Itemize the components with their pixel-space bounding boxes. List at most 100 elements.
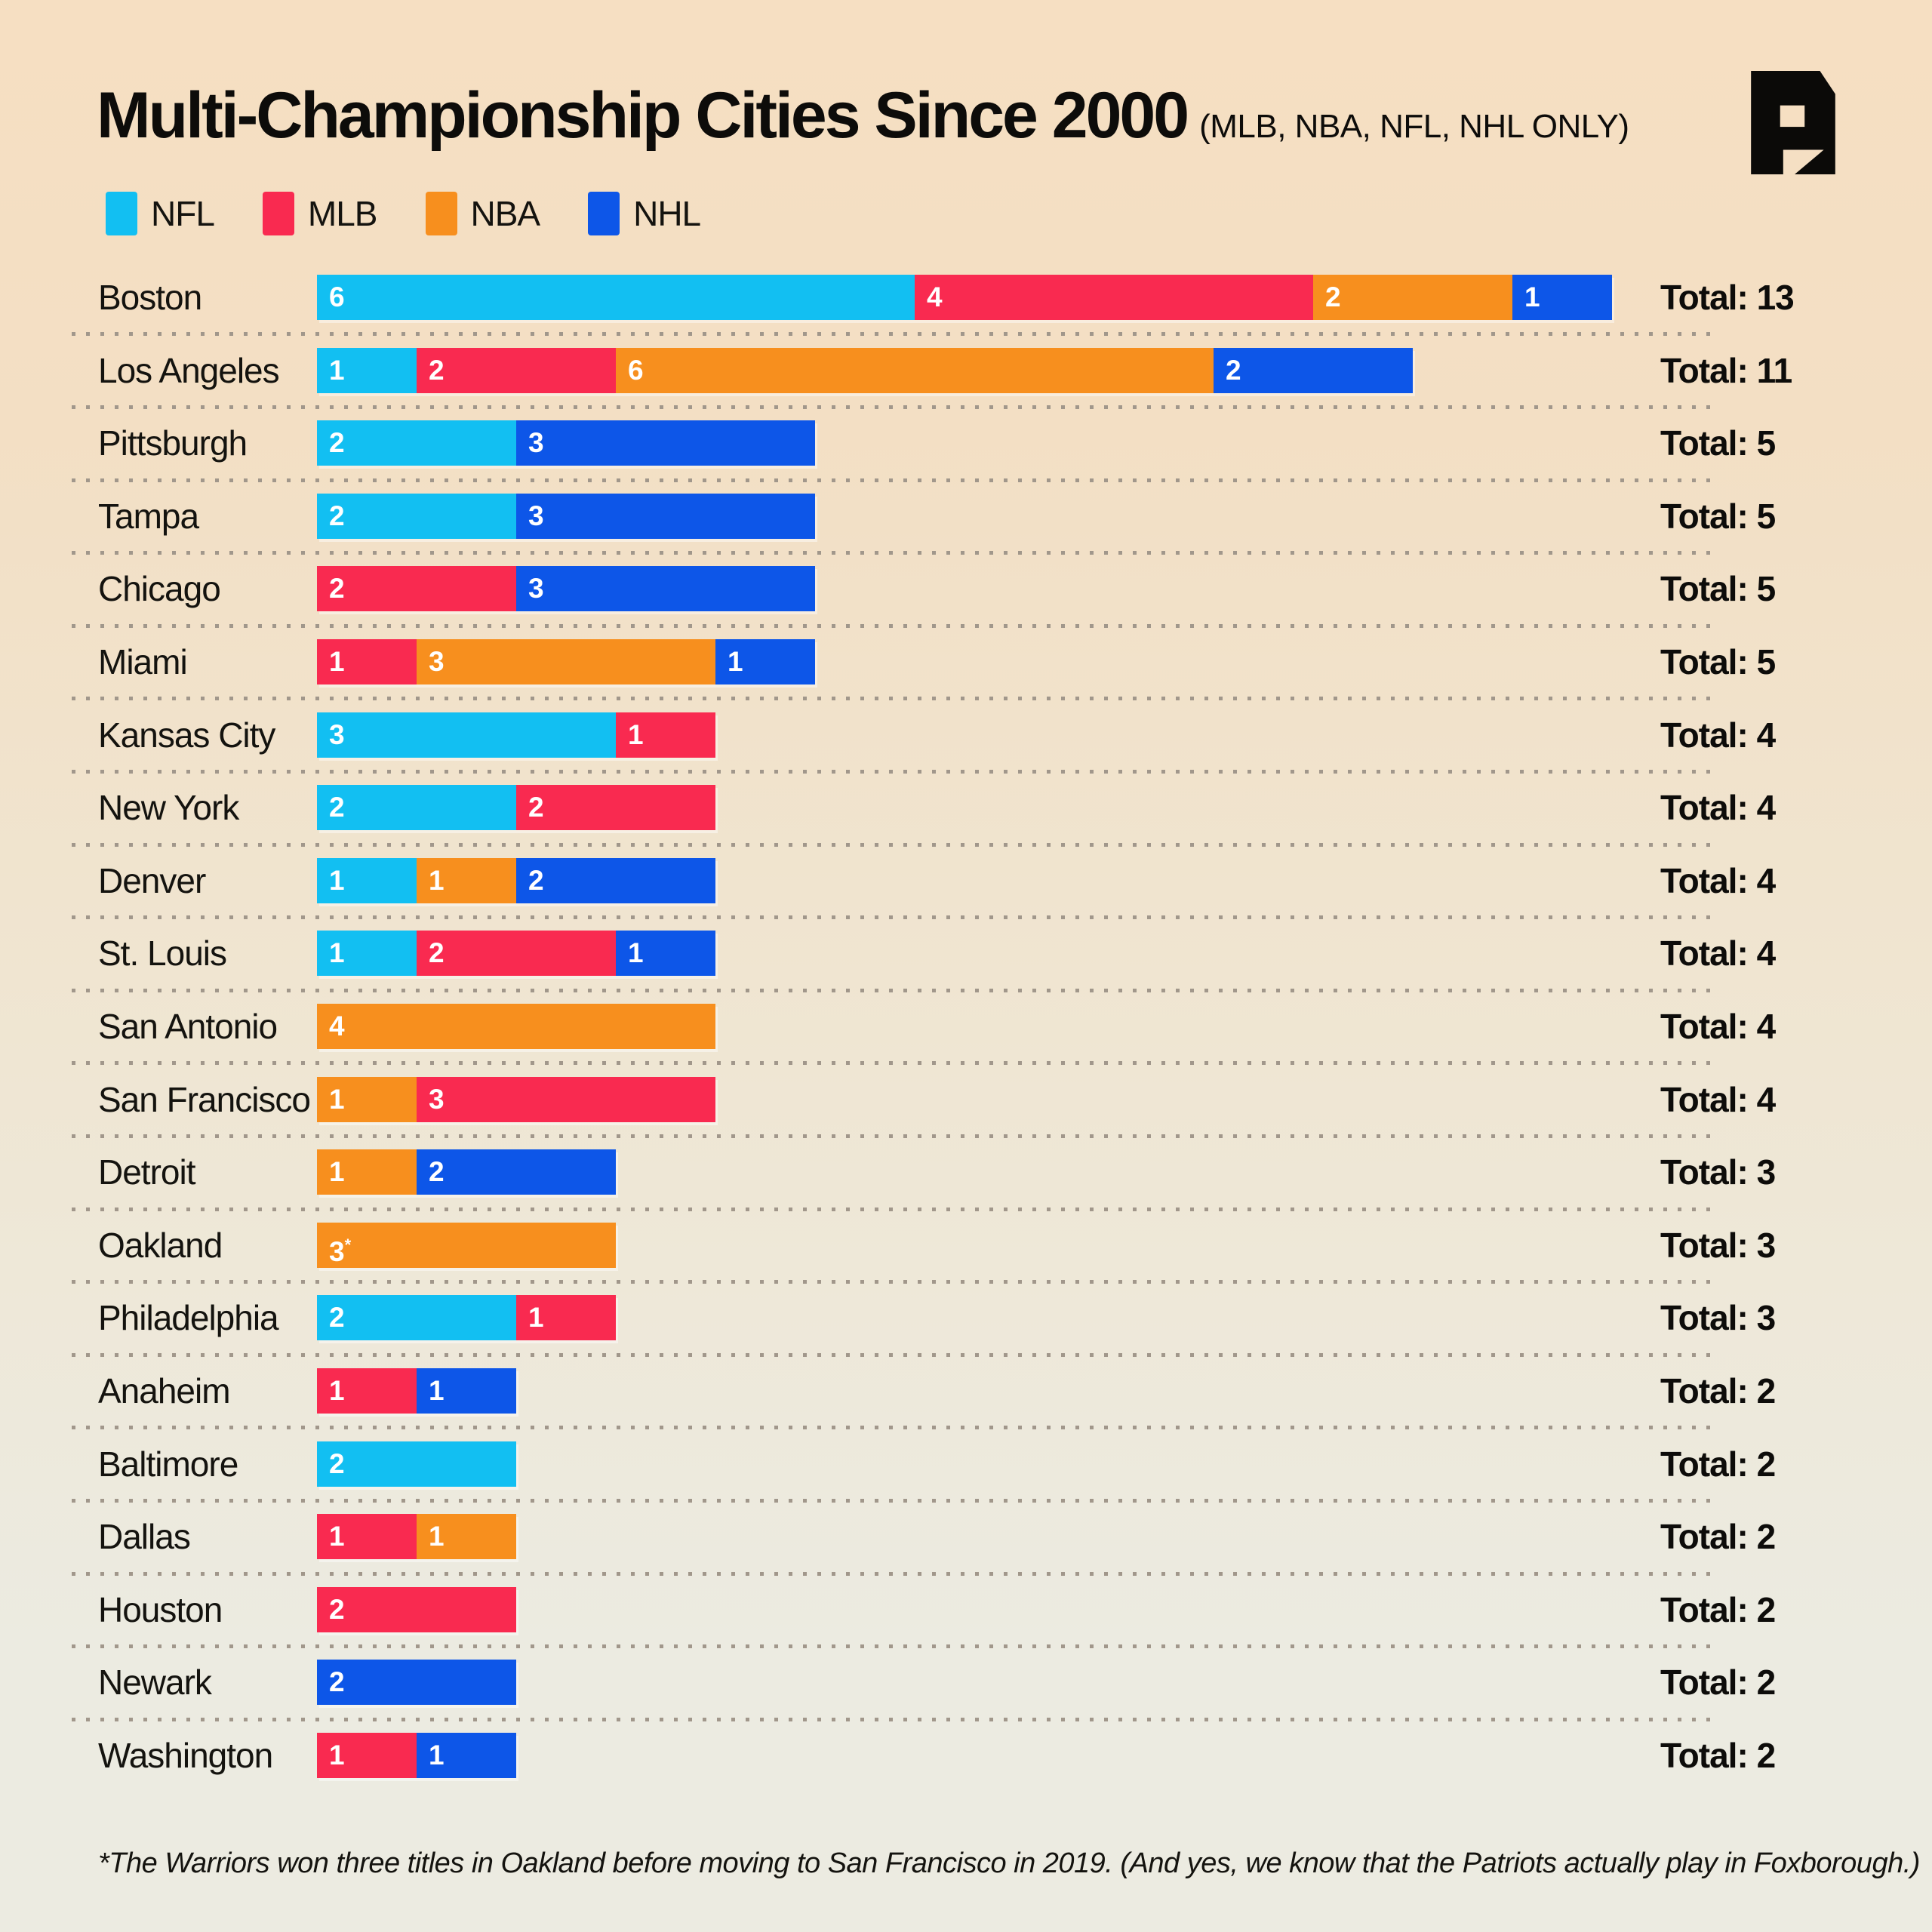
row-separator bbox=[72, 697, 1715, 701]
bar-segment-nba: 1 bbox=[317, 1149, 417, 1195]
bar-segment-mlb: 1 bbox=[317, 1733, 417, 1778]
segment-value: 2 bbox=[329, 573, 345, 605]
city-label: Philadelphia bbox=[98, 1298, 279, 1338]
segment-value: 1 bbox=[329, 1740, 345, 1770]
bar-segment-nfl: 2 bbox=[317, 420, 516, 466]
segment-value: 3 bbox=[429, 646, 445, 677]
segment-value: 3 bbox=[329, 718, 345, 750]
segment-value: 1 bbox=[329, 1083, 345, 1115]
segment-value: 1 bbox=[329, 1156, 345, 1188]
ringer-logo-icon bbox=[1751, 71, 1835, 174]
city-label: Dallas bbox=[98, 1517, 191, 1557]
bar-segment-mlb: 2 bbox=[516, 785, 715, 831]
bar-segment-nhl: 1 bbox=[1512, 275, 1612, 320]
city-label: Houston bbox=[98, 1589, 223, 1629]
header: Multi-Championship Cities Since 2000 (MLB… bbox=[97, 78, 1629, 153]
city-label: Los Angeles bbox=[98, 350, 280, 390]
segment-value: 3 bbox=[528, 427, 544, 459]
city-label: Denver bbox=[98, 860, 206, 900]
bar-segment-nhl: 2 bbox=[417, 1149, 616, 1195]
row-total: Total: 11 bbox=[1660, 350, 1792, 390]
row-total: Total: 2 bbox=[1660, 1589, 1776, 1629]
legend-label: MLB bbox=[307, 194, 378, 233]
row-total: Total: 3 bbox=[1660, 1225, 1776, 1265]
city-label: San Francisco bbox=[98, 1079, 311, 1119]
bar-segment-nfl: 1 bbox=[317, 347, 417, 393]
stacked-bar: 1 2 1 bbox=[317, 931, 715, 977]
row-total: Total: 13 bbox=[1660, 278, 1795, 317]
bar-segment-nba: 3* bbox=[317, 1222, 616, 1268]
bar-segment-nhl: 1 bbox=[417, 1368, 516, 1414]
segment-value: 1 bbox=[329, 1521, 345, 1552]
row-total: Total: 3 bbox=[1660, 1298, 1776, 1338]
bar-segment-nba: 1 bbox=[417, 1514, 516, 1560]
city-label: St. Louis bbox=[98, 934, 227, 974]
row-separator bbox=[72, 1352, 1715, 1357]
legend-item-nfl: NFL bbox=[106, 192, 215, 235]
bar-segment-nhl: 1 bbox=[715, 639, 815, 685]
city-label: Miami bbox=[98, 642, 188, 681]
segment-value: 2 bbox=[429, 1156, 445, 1188]
legend-swatch-nba bbox=[425, 192, 457, 235]
row-total: Total: 4 bbox=[1660, 1079, 1776, 1119]
bar-segment-nhl: 3 bbox=[516, 493, 815, 539]
row-separator bbox=[72, 1134, 1715, 1138]
row-total: Total: 2 bbox=[1660, 1736, 1776, 1775]
city-label: Kansas City bbox=[98, 715, 275, 755]
row-separator bbox=[72, 1426, 1715, 1430]
city-label: Anaheim bbox=[98, 1371, 231, 1411]
bar-segment-mlb: 2 bbox=[417, 347, 616, 393]
bar-segment-mlb: 3 bbox=[417, 1076, 715, 1122]
segment-value: 2 bbox=[329, 1666, 345, 1698]
page-title: Multi-Championship Cities Since 2000 bbox=[97, 79, 1189, 152]
stacked-bar: 4 bbox=[317, 1004, 715, 1049]
stacked-bar: 6 4 2 1 bbox=[317, 275, 1612, 320]
bar-segment-nhl: 2 bbox=[1214, 347, 1413, 393]
legend-item-nhl: NHL bbox=[588, 192, 701, 235]
bar-segment-nhl: 1 bbox=[417, 1733, 516, 1778]
segment-value: 3 bbox=[429, 1083, 445, 1115]
row-separator bbox=[72, 842, 1715, 847]
bar-segment-mlb: 2 bbox=[317, 1586, 516, 1632]
row-total: Total: 5 bbox=[1660, 569, 1776, 609]
segment-value: 4 bbox=[927, 281, 943, 312]
row-separator bbox=[72, 1207, 1715, 1211]
segment-value: 1 bbox=[429, 1521, 445, 1552]
legend-swatch-nfl bbox=[106, 192, 137, 235]
row-separator bbox=[72, 478, 1715, 482]
stacked-bar: 1 3 1 bbox=[317, 639, 815, 685]
row-separator bbox=[72, 1498, 1715, 1503]
bar-segment-mlb: 1 bbox=[616, 712, 715, 758]
city-label: Tampa bbox=[98, 496, 199, 536]
bar-segment-nba: 2 bbox=[1313, 275, 1512, 320]
segment-value: 1 bbox=[429, 864, 445, 896]
row-separator bbox=[72, 332, 1715, 337]
city-label: Detroit bbox=[98, 1152, 195, 1192]
row-total: Total: 2 bbox=[1660, 1663, 1776, 1703]
page-subtitle: (MLB, NBA, NFL, NHL ONLY) bbox=[1199, 108, 1629, 145]
legend-item-mlb: MLB bbox=[262, 192, 378, 235]
stacked-bar: 2 bbox=[317, 1441, 516, 1487]
segment-value: 2 bbox=[329, 1593, 345, 1625]
legend-label: NFL bbox=[151, 194, 215, 233]
segment-value: 1 bbox=[628, 718, 644, 750]
bar-segment-nhl: 2 bbox=[516, 857, 715, 903]
bar-segment-mlb: 1 bbox=[317, 1368, 417, 1414]
row-separator bbox=[72, 1061, 1715, 1066]
segment-value: 1 bbox=[1524, 281, 1540, 312]
legend-swatch-nhl bbox=[588, 192, 620, 235]
bar-segment-nfl: 6 bbox=[317, 275, 915, 320]
segment-value: 2 bbox=[429, 354, 445, 386]
row-separator bbox=[72, 1717, 1715, 1721]
bar-segment-nba: 1 bbox=[317, 1076, 417, 1122]
legend: NFL MLB NBA NHL bbox=[106, 192, 701, 235]
bar-segment-mlb: 2 bbox=[417, 931, 616, 977]
